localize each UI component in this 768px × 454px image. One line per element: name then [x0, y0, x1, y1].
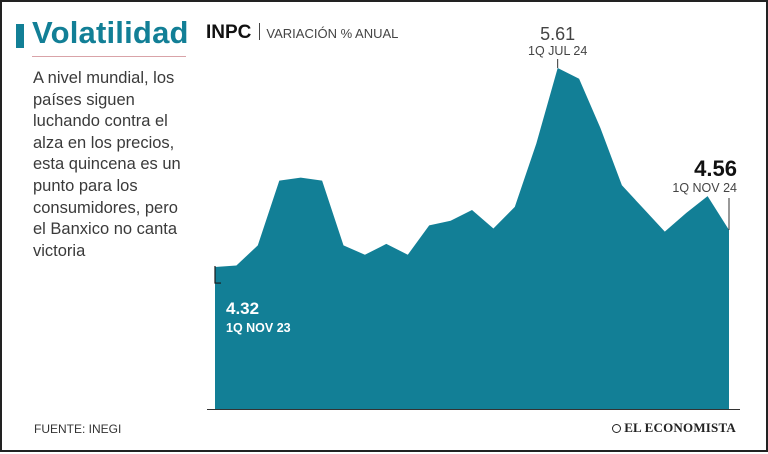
source-note: FUENTE: INEGI	[34, 422, 122, 436]
start-date-label: 1Q NOV 23	[226, 321, 291, 335]
title-divider	[32, 56, 186, 57]
brand-name: EL ECONOMISTA	[624, 420, 736, 435]
brand-logo: EL ECONOMISTA	[612, 420, 736, 436]
peak-date-label: 1Q JUL 24	[528, 44, 587, 58]
start-value-label: 4.32	[226, 299, 259, 318]
start-annotation-leader	[214, 266, 221, 284]
end-value-label: 4.56	[694, 156, 737, 181]
intro-text: A nivel mundial, los países siguen lucha…	[33, 69, 181, 260]
chart-title: INPC	[206, 22, 252, 43]
page-title: Volatilidad	[32, 15, 189, 50]
title-separator	[259, 23, 261, 40]
chart-header: INPC VARIACIÓN % ANUAL	[206, 22, 398, 44]
peak-value-label: 5.61	[540, 24, 575, 44]
inpc-series-area	[215, 68, 729, 409]
chart-subtitle: VARIACIÓN % ANUAL	[266, 26, 399, 41]
end-date-label: 1Q NOV 24	[672, 181, 737, 195]
title-accent-bar	[16, 24, 24, 48]
brand-globe-icon	[612, 424, 622, 433]
